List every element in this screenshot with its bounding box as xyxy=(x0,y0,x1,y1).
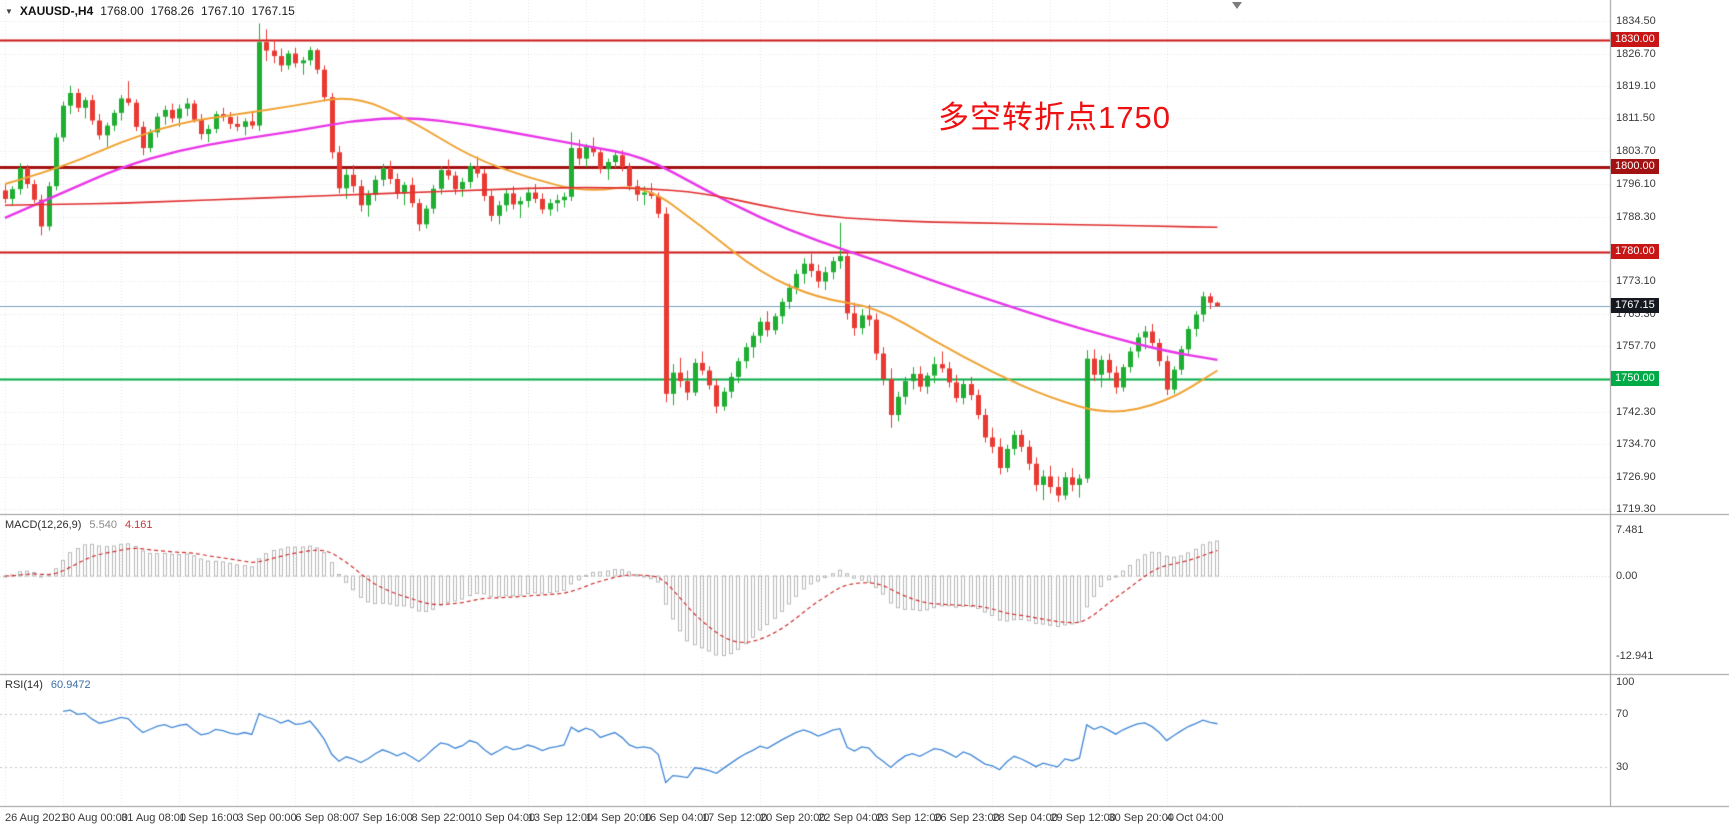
price-tick-label: 1796.10 xyxy=(1616,177,1656,190)
price-tick-label: 1819.10 xyxy=(1616,80,1656,93)
ohlc-high: 1768.26 xyxy=(150,4,195,18)
time-axis-label: 4 Oct 04:00 xyxy=(1166,812,1224,824)
time-axis-label: 20 Sep 20:00 xyxy=(760,812,826,824)
price-tick-label: 1742.30 xyxy=(1616,405,1656,418)
price-tick-label: 1803.70 xyxy=(1616,145,1656,158)
price-tick-label: 1834.50 xyxy=(1616,14,1656,27)
time-axis-label: 7 Sep 16:00 xyxy=(353,812,413,824)
price-tick-label: 1726.90 xyxy=(1616,470,1656,483)
price-tick-label: 1734.70 xyxy=(1616,437,1656,450)
time-axis-label: 1 Sep 16:00 xyxy=(179,812,239,824)
symbol-dropdown-icon[interactable]: ▼ xyxy=(5,6,13,16)
price-tick-label: 1757.70 xyxy=(1616,340,1656,353)
time-axis-label: 26 Sep 23:00 xyxy=(934,812,1000,824)
price-badge: 1780.00 xyxy=(1611,243,1659,259)
rsi-axis-label: 100 xyxy=(1616,676,1635,688)
ohlc-close: 1767.15 xyxy=(251,4,295,18)
time-axis-label: 10 Sep 04:00 xyxy=(469,812,536,824)
chart-shift-marker[interactable] xyxy=(1232,2,1242,9)
time-axis-label: 13 Sep 12:00 xyxy=(527,812,594,824)
price-badge: 1767.15 xyxy=(1611,298,1659,314)
price-badge: 1800.00 xyxy=(1611,159,1659,175)
time-axis-label: 31 Aug 08:00 xyxy=(121,812,186,824)
macd-axis-label: 0.00 xyxy=(1616,570,1638,582)
symbol-info: ▼ XAUUSD-,H4 1768.00 1768.26 1767.10 176… xyxy=(5,4,295,18)
time-axis-label: 17 Sep 12:00 xyxy=(701,812,768,824)
macd-axis-label: -12.941 xyxy=(1616,649,1654,662)
price-badge: 1830.00 xyxy=(1611,32,1659,47)
price-tick-label: 1773.10 xyxy=(1616,275,1656,288)
price-tick-label: 1811.50 xyxy=(1616,112,1655,125)
time-axis-label: 6 Sep 08:00 xyxy=(295,812,355,824)
ohlc-open: 1768.00 xyxy=(100,4,144,18)
time-axis-label: 29 Sep 12:00 xyxy=(1050,812,1116,824)
rsi-value: 60.9472 xyxy=(50,679,91,691)
time-axis-label: 22 Sep 04:00 xyxy=(818,812,884,824)
macd-axis-label: 7.481 xyxy=(1616,523,1644,536)
rsi-axis-label: 70 xyxy=(1616,708,1629,721)
symbol-period-label: XAUUSD-,H4 xyxy=(19,4,94,18)
price-tick-label: 1826.70 xyxy=(1616,47,1656,60)
time-axis-label: 30 Aug 00:00 xyxy=(63,812,128,824)
price-badge: 1750.00 xyxy=(1611,370,1659,386)
rsi-label: RSI(14) 60.9472 xyxy=(5,679,91,691)
macd-title: MACD(12,26,9) xyxy=(5,519,82,531)
time-axis-label: 23 Sep 12:00 xyxy=(876,812,942,824)
rsi-axis-label: 30 xyxy=(1616,760,1629,773)
price-tick-label: 1719.30 xyxy=(1616,503,1656,516)
annotation-text: 多空转折点1750 xyxy=(938,100,1171,135)
time-axis-label: 14 Sep 20:00 xyxy=(585,812,652,824)
macd-signal-value: 4.161 xyxy=(124,519,153,531)
rsi-title: RSI(14) xyxy=(5,679,43,691)
time-axis-label: 28 Sep 04:00 xyxy=(992,812,1058,824)
time-axis-label: 30 Sep 20:00 xyxy=(1108,812,1174,824)
time-axis-label: 8 Sep 22:00 xyxy=(411,812,471,824)
ohlc-low: 1767.10 xyxy=(201,4,245,18)
time-axis-label: 3 Sep 00:00 xyxy=(237,812,297,824)
macd-label: MACD(12,26,9) 5.540 4.161 xyxy=(5,519,152,531)
time-axis-label: 26 Aug 2021 xyxy=(5,812,67,824)
macd-main-value: 5.540 xyxy=(89,519,117,531)
time-axis-label: 16 Sep 04:00 xyxy=(643,812,710,824)
price-tick-label: 1788.30 xyxy=(1616,210,1656,223)
